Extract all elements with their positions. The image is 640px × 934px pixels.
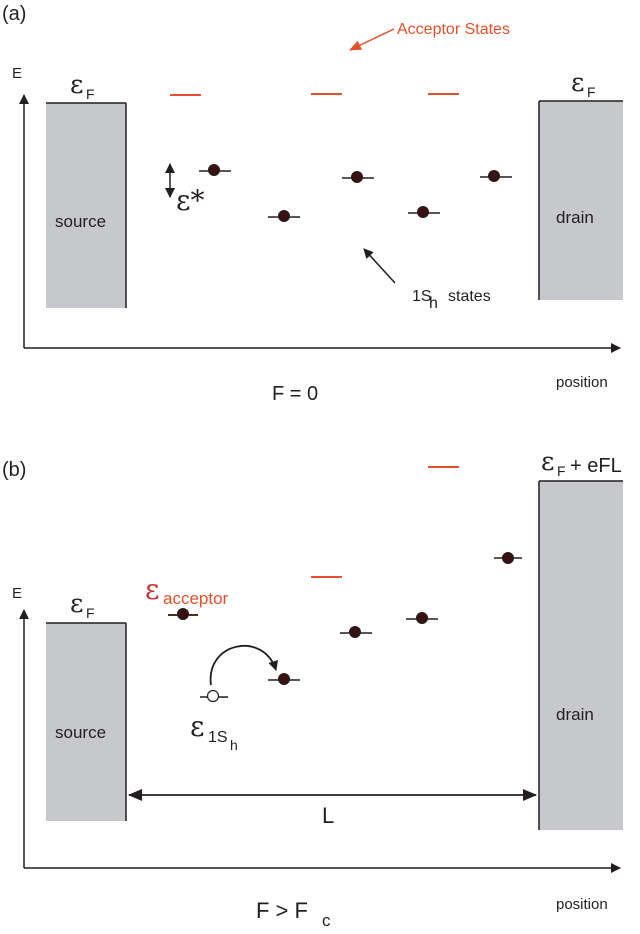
panel-b-acceptor-symbol: ε [145,573,160,606]
panel-b-1sh-state [168,608,198,620]
panel-a-position-axis-label: position [556,374,608,391]
panel-a-source-fermi-symbol: ε [70,70,83,100]
panel-b-empty-1sh-state [200,689,228,703]
panel-b-source-electrode [46,623,126,821]
panel-a-label: (a) [2,3,26,25]
panel-b-position-axis-label: position [556,896,608,913]
panel-a-drain-electrode [539,101,623,300]
panel-b-drain-fermi-tail: + eFL [570,455,622,477]
panel-a-drain-label: drain [556,208,594,227]
panel-b-state-symbol: ε [190,710,205,743]
panel-a-states-annotation-tail: states [448,288,491,305]
panel-a-states-annotation: 1S [412,288,432,305]
panel-b-source-fermi-subscript: F [86,605,95,621]
panel-b-length-label: L [322,803,334,828]
panel-b-source-label: source [55,723,106,742]
panel-b-label: (b) [2,459,26,481]
panel-a-1sh-state [268,210,300,222]
panel-b-source-fermi-symbol: ε [70,589,83,619]
panel-b-drain-fermi-symbol: ε [541,447,554,477]
panel-a-source-fermi-subscript: F [86,86,95,102]
panel-a-drain-fermi-subscript: F [587,84,596,100]
panel-a-1sh-state [480,170,512,182]
panel-b-drain-electrode [539,481,623,830]
panel-a-energy-axis-label: E [12,65,22,82]
panel-a-acceptor-annotation: Acceptor States [397,21,510,38]
panel-a-source-label: source [55,212,106,231]
panel-b-state-subscript: 1S [208,729,228,746]
panel-b-drain-fermi-subscript: F [557,463,566,479]
panel-b-energy-axis-label: E [12,585,22,602]
panel-a-1sh-state [199,164,231,176]
panel-a-drain-fermi-symbol: ε [571,68,584,98]
panel-a: (a) E position source ε F drain ε F Acce… [2,3,623,405]
panel-b-1sh-state [268,673,300,685]
panel-a-1sh-state [342,171,374,183]
panel-a-source-electrode [46,103,126,308]
panel-a-field-condition: F = 0 [272,383,318,405]
panel-a-1sh-state [408,206,440,218]
panel-b-field-condition: F > F [256,898,308,923]
panel-b-field-condition-subscript: c [322,911,331,930]
panel-a-states-annotation-subscript: h [429,295,438,312]
panel-b-acceptor-subscript: acceptor [163,589,229,608]
panel-a-acceptor-arrow [349,28,395,51]
panel-a-states-arrow [363,248,396,284]
panel-b-1sh-state [406,612,438,624]
panel-b: (b) E position source ε F drain ε F + eF… [2,447,623,930]
panel-b-1sh-state [494,552,522,564]
panel-b-hop-arrow [209,644,278,686]
panel-b-1sh-state [340,626,372,638]
panel-b-state-subsubscript: h [230,737,238,753]
panel-b-drain-label: drain [556,705,594,724]
panel-a-epsilon-star-label: ε* [176,184,205,217]
